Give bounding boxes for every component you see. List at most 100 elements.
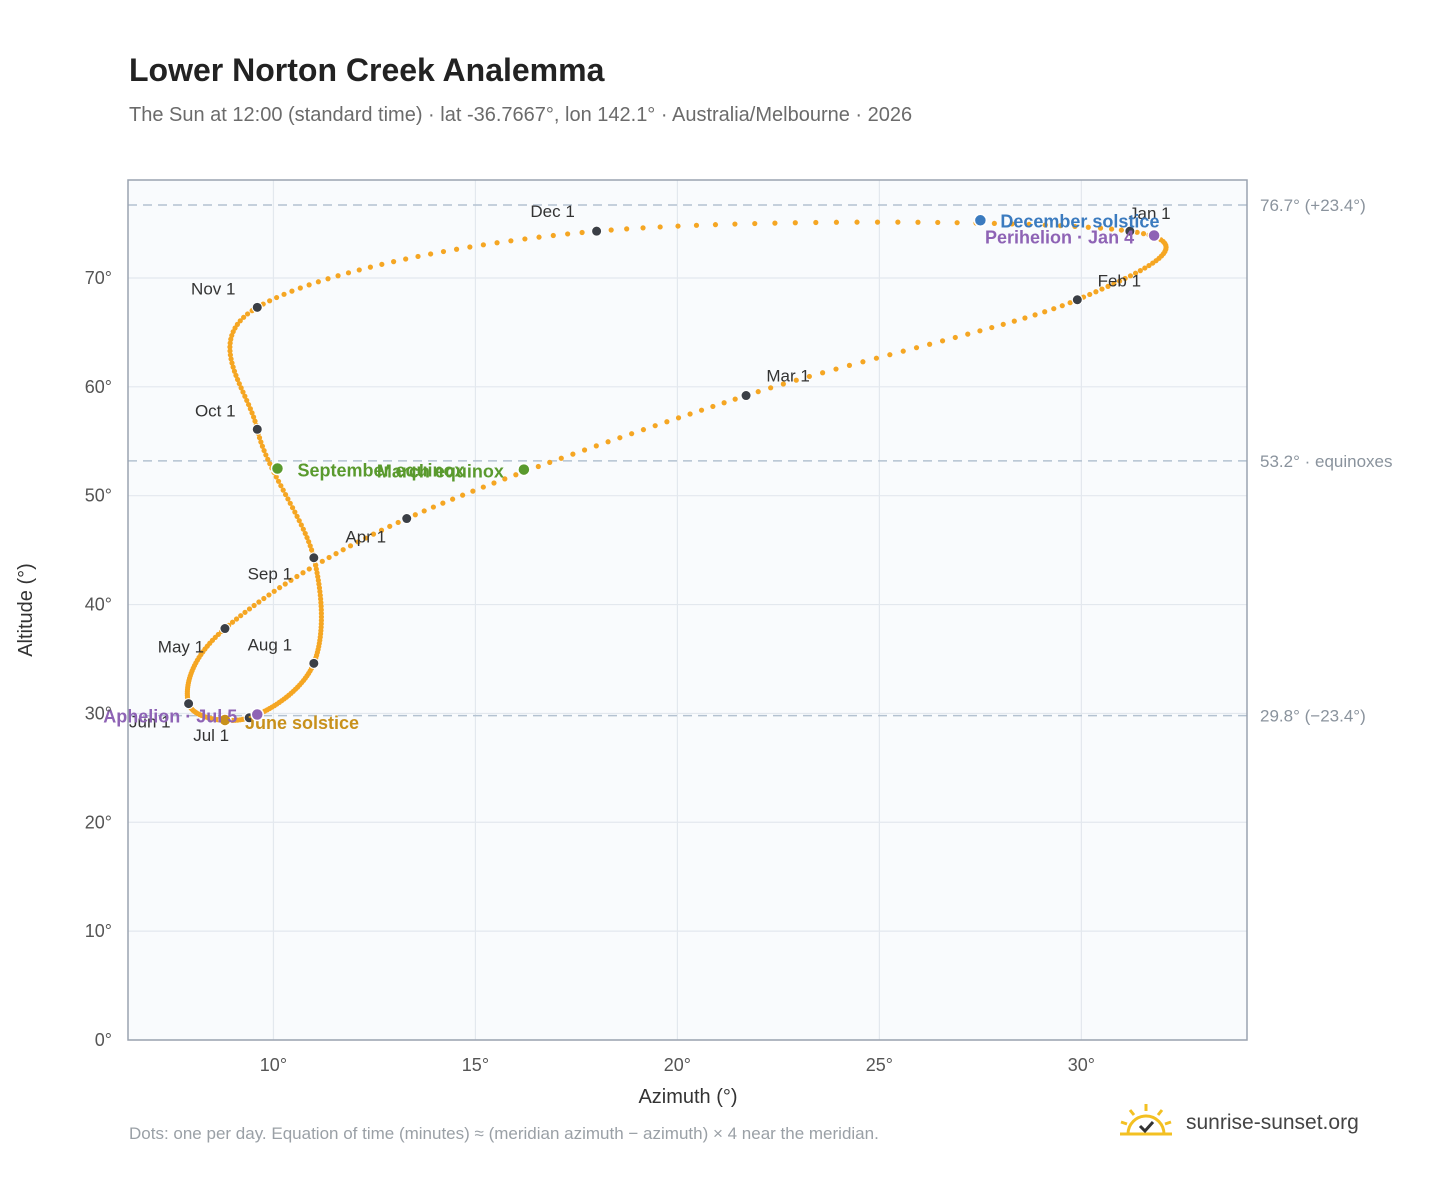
daily-sun-dot (1009, 221, 1015, 227)
daily-sun-dot (570, 451, 576, 457)
daily-sun-dot (508, 238, 514, 244)
daily-sun-dot (231, 368, 238, 374)
daily-sun-dot (675, 415, 682, 421)
daily-sun-dot (954, 220, 960, 226)
daily-sun-dot (608, 227, 614, 233)
month-marker-label: Jul 1 (193, 726, 229, 745)
daily-sun-dot (565, 231, 571, 237)
y-tick-label: 70° (85, 268, 112, 288)
daily-sun-dot (874, 219, 881, 225)
axis-ticks: 10° 15° 20° 25° 30° 0° 10° 20° 30° 40° 50° 60° 70° (85, 268, 1095, 1075)
daily-sun-dot (581, 447, 588, 453)
daily-sun-dot (228, 356, 234, 362)
daily-sun-dot (593, 443, 599, 449)
daily-sun-dot (240, 389, 246, 395)
month-marker-label: Dec 1 (530, 202, 574, 221)
daily-sun-dot (693, 222, 700, 228)
plot-frame (127, 179, 1248, 1041)
daily-sun-dot (1026, 221, 1032, 228)
daily-sun-dot (246, 606, 253, 612)
daily-sun-dot (1067, 300, 1073, 306)
daily-sun-dot (273, 294, 280, 301)
daily-sun-dot (335, 273, 341, 279)
daily-sun-dot (732, 221, 738, 227)
daily-sun-dot (1137, 268, 1143, 274)
page-subtitle: The Sun at 12:00 (standard time) · lat -… (129, 104, 913, 126)
daily-sun-dot (710, 403, 716, 410)
daily-sun-dot (242, 609, 248, 615)
y-axis-title: Altitude (°) (15, 563, 37, 657)
daily-sun-dot (261, 595, 267, 602)
daily-sun-dot (732, 396, 738, 402)
daily-sun-dot (288, 577, 294, 583)
event-marker (517, 462, 531, 477)
daily-sun-dot (306, 566, 312, 572)
daily-sun-dot (282, 581, 288, 587)
daily-sun-dot (378, 527, 385, 533)
daily-sun-dot (502, 476, 508, 482)
daily-sun-dot (873, 355, 880, 361)
daily-sun-dot (768, 385, 774, 391)
daily-sun-dot (640, 225, 646, 231)
daily-sun-dot (395, 519, 401, 526)
daily-sun-dot (1042, 222, 1048, 228)
y-tick-label: 40° (85, 595, 112, 615)
daily-sun-dot (1059, 303, 1065, 309)
event-marker-label: June solstice (245, 713, 359, 733)
daily-sun-dot (379, 261, 385, 267)
daily-sun-dot (833, 366, 839, 372)
month-marker (1071, 294, 1083, 306)
brand[interactable]: sunrise-sunset.org (1118, 1102, 1359, 1143)
daily-sun-dot (265, 456, 271, 462)
daily-sun-dot (652, 423, 658, 429)
daily-sun-dot (428, 251, 434, 257)
daily-sun-dot (325, 276, 331, 282)
daily-sun-dot (1150, 260, 1156, 266)
daily-sun-dot (234, 321, 241, 327)
daily-sun-dot (522, 236, 528, 242)
month-marker-label: Apr 1 (345, 528, 386, 547)
event-marker-label: March equinox (377, 462, 504, 482)
daily-sun-dot (1022, 315, 1028, 321)
daily-sun-dot (238, 385, 244, 391)
month-marker (308, 657, 320, 669)
daily-sun-dot (245, 401, 252, 408)
daily-sun-dot (227, 348, 233, 354)
month-marker (251, 423, 263, 435)
daily-sun-dot (302, 530, 308, 537)
month-marker (183, 698, 195, 710)
daily-sun-dot (266, 592, 272, 598)
daily-sun-dot (1132, 270, 1139, 276)
daily-sun-dot (806, 373, 812, 380)
daily-sun-dot (282, 491, 289, 498)
daily-sun-dot (356, 267, 362, 273)
daily-sun-dot (326, 554, 332, 561)
daily-sun-dot (259, 443, 266, 449)
daily-sun-dot (340, 547, 346, 553)
daily-sun-dot (256, 599, 262, 605)
brand-name[interactable]: sunrise-sunset.org (1186, 1110, 1359, 1134)
event-marker (218, 713, 232, 727)
daily-sun-dot (547, 459, 553, 465)
daily-sun-dot (249, 410, 255, 416)
daily-sun-dot (1109, 226, 1115, 232)
daily-sun-dot (935, 219, 941, 226)
event-marker-label: December solstice (1000, 211, 1159, 231)
daily-sun-dot (300, 526, 306, 532)
month-marker-label: May 1 (158, 638, 204, 657)
daily-sun-dot (292, 509, 298, 515)
event-marker-label: Aphelion · Jul 5 (103, 707, 237, 727)
daily-sun-dot (675, 223, 681, 229)
daily-sun-dot (846, 362, 853, 368)
daily-sun-dot (280, 487, 286, 493)
month-marker-label: Jan 1 (1129, 204, 1171, 223)
x-tick-label: 20° (664, 1055, 691, 1075)
daily-sun-dot (1051, 306, 1057, 312)
x-axis-title: Azimuth (°) (638, 1086, 737, 1108)
daily-sun-dot (664, 419, 670, 425)
daily-sun-dot (915, 219, 921, 225)
month-marker-label: Mar 1 (766, 367, 809, 386)
daily-sun-dot (467, 244, 473, 250)
daily-sun-dot (297, 285, 303, 291)
